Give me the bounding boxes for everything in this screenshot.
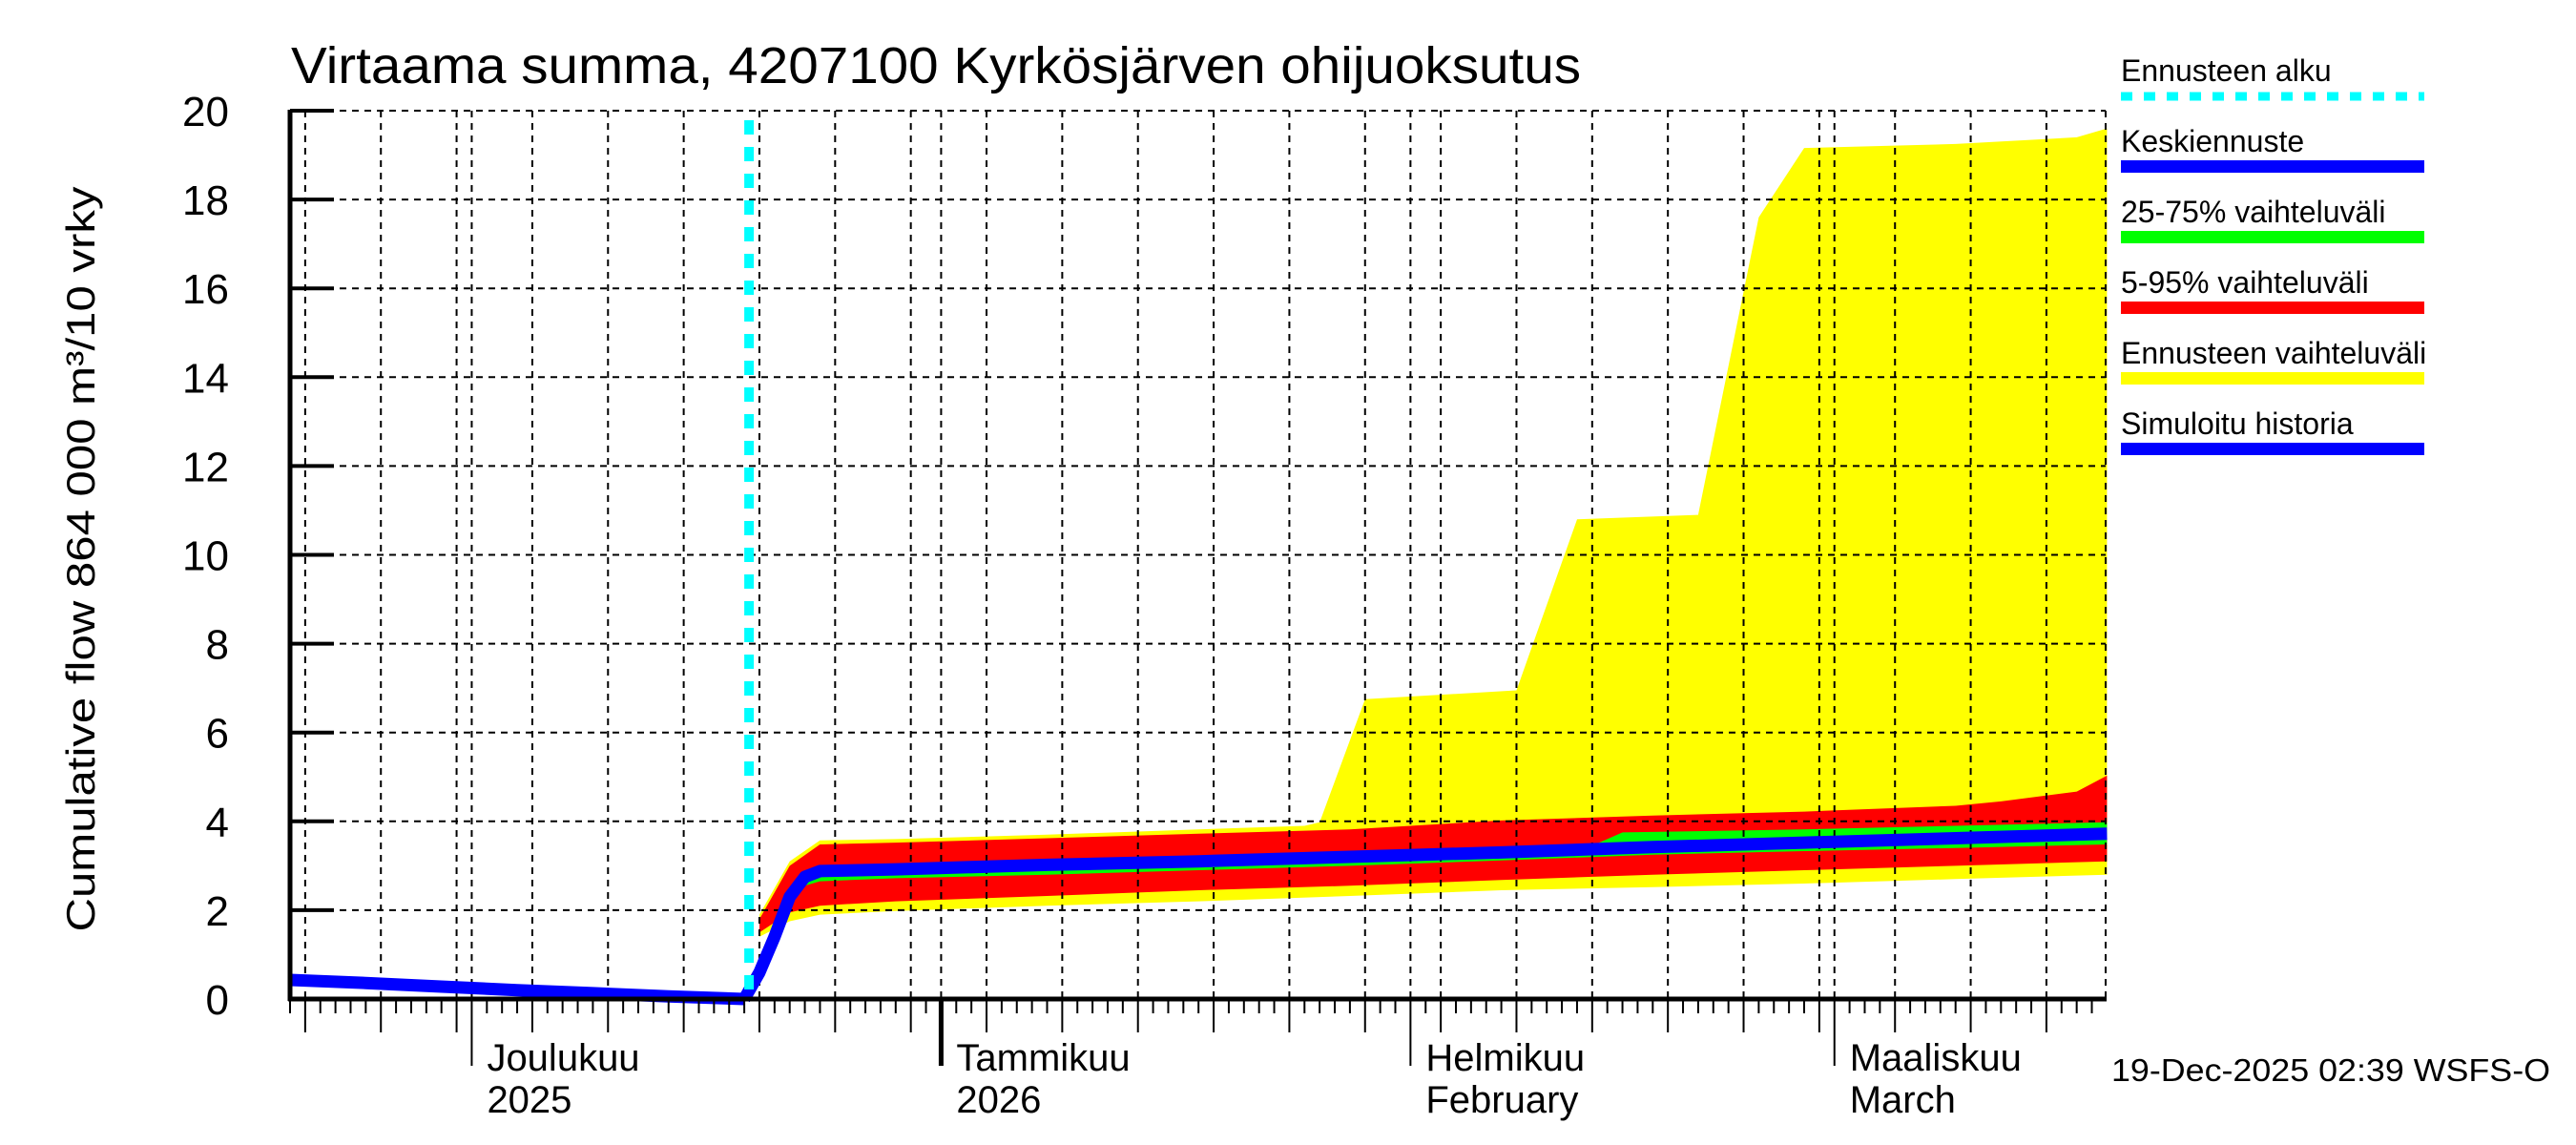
legend-label: 25-75% vaihteluväli [2121,195,2386,229]
month-label-primary: Maaliskuu [1850,1037,2022,1079]
legend-label: Keskiennuste [2121,124,2304,158]
y-axis-ticks: 0 2 4 6 8 10 12 14 16 18 20 [182,89,229,1024]
band-ennusteen-vaihteluv-li [759,128,2108,937]
axes [287,109,2107,1066]
legend-item: Simuloitu historia [2121,406,2424,455]
legend-label: Ennusteen alku [2121,53,2332,88]
legend: Ennusteen alku Keskiennuste 25-75% vaihtel… [2121,53,2426,455]
plot-area [287,109,2108,1066]
y-tick-label: 4 [206,800,229,846]
y-tick-label: 2 [206,888,229,935]
y-tick-label: 20 [182,89,229,135]
line-keskiennuste [738,827,2108,1003]
legend-item: Ennusteen vaihteluväli [2121,336,2426,385]
month-label-secondary: 2026 [956,1079,1041,1121]
y-tick-label: 16 [182,266,229,313]
month-label-secondary: February [1425,1079,1578,1121]
line-simuloitu-historia [289,973,745,1006]
legend-label: Simuloitu historia [2121,406,2354,441]
legend-item: 5-95% vaihteluväli [2121,265,2424,314]
timestamp: 19-Dec-2025 02:39 WSFS-O [2111,1052,2550,1088]
legend-swatch [2121,302,2424,314]
y-tick-label: 6 [206,711,229,758]
y-tick-label: 12 [182,444,229,490]
legend-swatch [2121,231,2424,243]
y-tick-label: 0 [206,977,229,1024]
series-lines [289,827,2108,1006]
y-tick-label: 14 [182,355,229,402]
legend-label: Ennusteen vaihteluväli [2121,336,2426,370]
month-label-secondary: March [1850,1079,1956,1121]
legend-item: 25-75% vaihteluväli [2121,195,2424,243]
legend-swatch [2121,160,2424,173]
legend-label: 5-95% vaihteluväli [2121,265,2369,300]
month-label-primary: Joulukuu [487,1037,639,1079]
forecast-bands [759,128,2108,937]
y-tick-label: 8 [206,622,229,669]
chart-title: Virtaama summa, 4207100 Kyrkösjärven ohi… [291,37,1581,94]
legend-item: Keskiennuste [2121,124,2424,173]
month-label-primary: Helmikuu [1425,1037,1585,1079]
y-axis-label: Cumulative flow 864 000 m³/10 vrky [58,187,103,932]
legend-swatch [2121,372,2424,385]
y-tick-label: 10 [182,533,229,580]
month-label-secondary: 2025 [487,1079,571,1121]
y-tick-label: 18 [182,177,229,224]
legend-swatch [2121,443,2424,455]
legend-item: Ennusteen alku [2121,53,2424,101]
month-label-primary: Tammikuu [956,1037,1130,1079]
grid-lines [290,110,2107,999]
